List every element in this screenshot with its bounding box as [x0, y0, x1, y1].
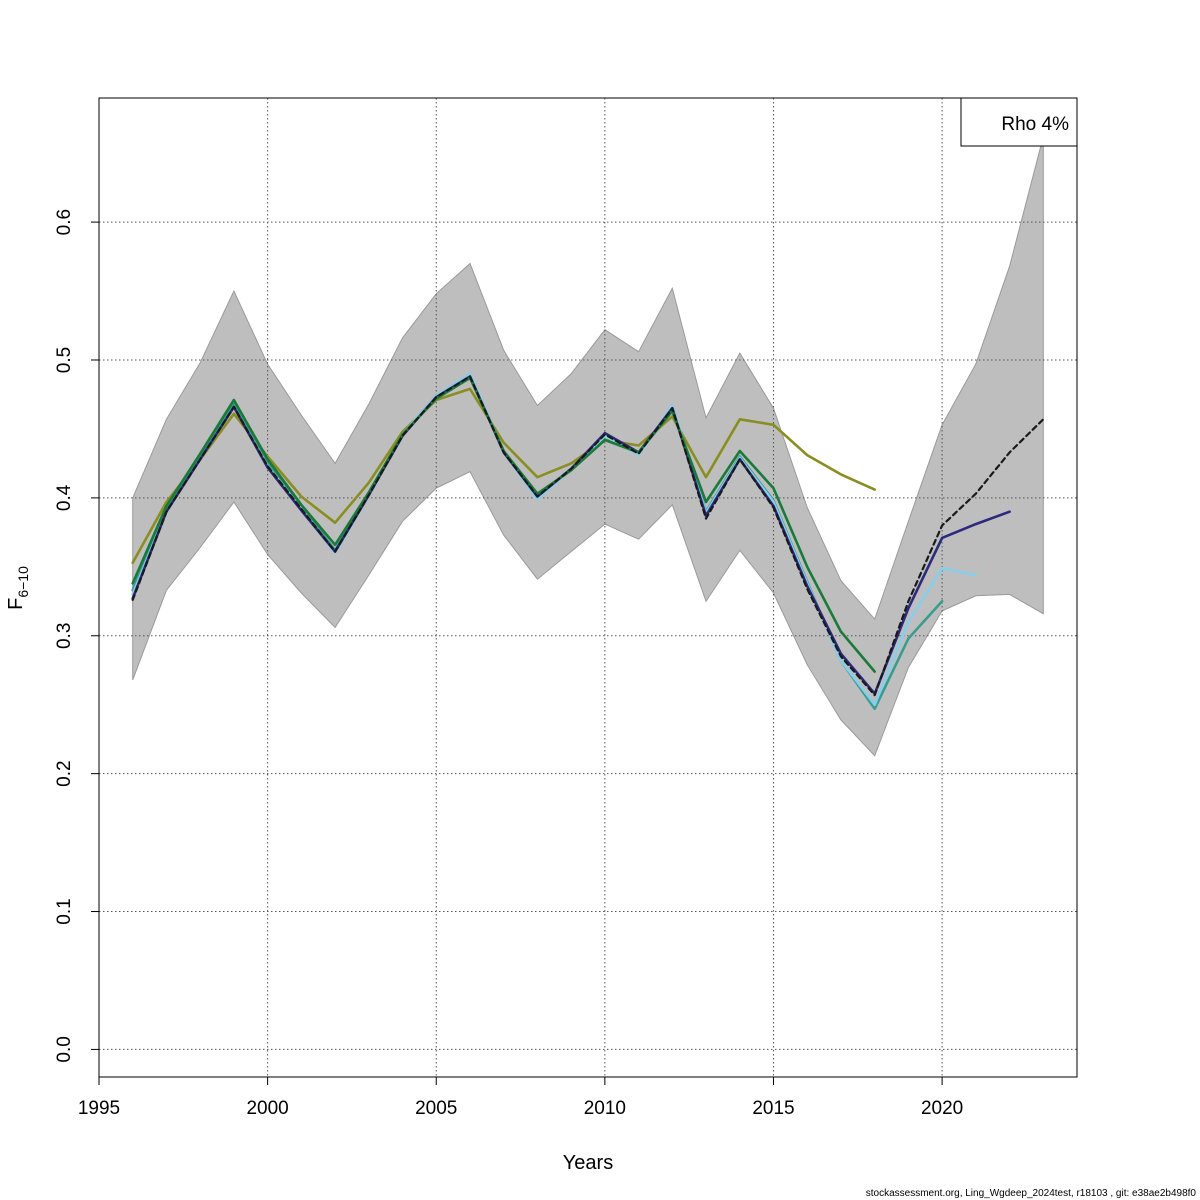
y-tick-label: 0.3	[54, 623, 75, 649]
legend: Rho 4%	[960, 97, 1078, 147]
x-tick-label: 1995	[78, 1098, 120, 1119]
y-axis-title: F6−10	[5, 566, 31, 610]
x-tick-label: 2020	[921, 1098, 963, 1119]
legend-text: Rho 4%	[1001, 114, 1069, 135]
series-layer	[131, 372, 1045, 711]
x-axis: 1995 2000 2005 2010 2015 2020	[78, 1076, 963, 1119]
y-axis-title-main: F	[5, 598, 27, 610]
svg-text:F6−10: F6−10	[5, 566, 31, 610]
footer-credit: stockassessment.org, Ling_Wgdeep_2024tes…	[866, 1188, 1197, 1199]
x-tick-label: 2015	[752, 1098, 794, 1119]
y-tick-label: 0.5	[54, 347, 75, 373]
x-axis-title: Years	[563, 1152, 613, 1174]
legend-box	[960, 97, 1078, 147]
series-line-6	[131, 375, 1045, 697]
y-axis-title-subscript: 6−10	[15, 566, 31, 598]
x-tick-label: 2005	[415, 1098, 457, 1119]
y-tick-label: 0.1	[54, 898, 75, 924]
y-tick-label: 0.0	[54, 1036, 75, 1062]
y-tick-label: 0.2	[54, 760, 75, 786]
y-tick-label: 0.6	[54, 209, 75, 235]
y-tick-label: 0.4	[54, 484, 75, 511]
x-tick-label: 2010	[584, 1098, 626, 1119]
x-tick-label: 2000	[246, 1098, 288, 1119]
y-axis: 0.0 0.1 0.2 0.3 0.4 0.5 0.6	[54, 209, 100, 1063]
